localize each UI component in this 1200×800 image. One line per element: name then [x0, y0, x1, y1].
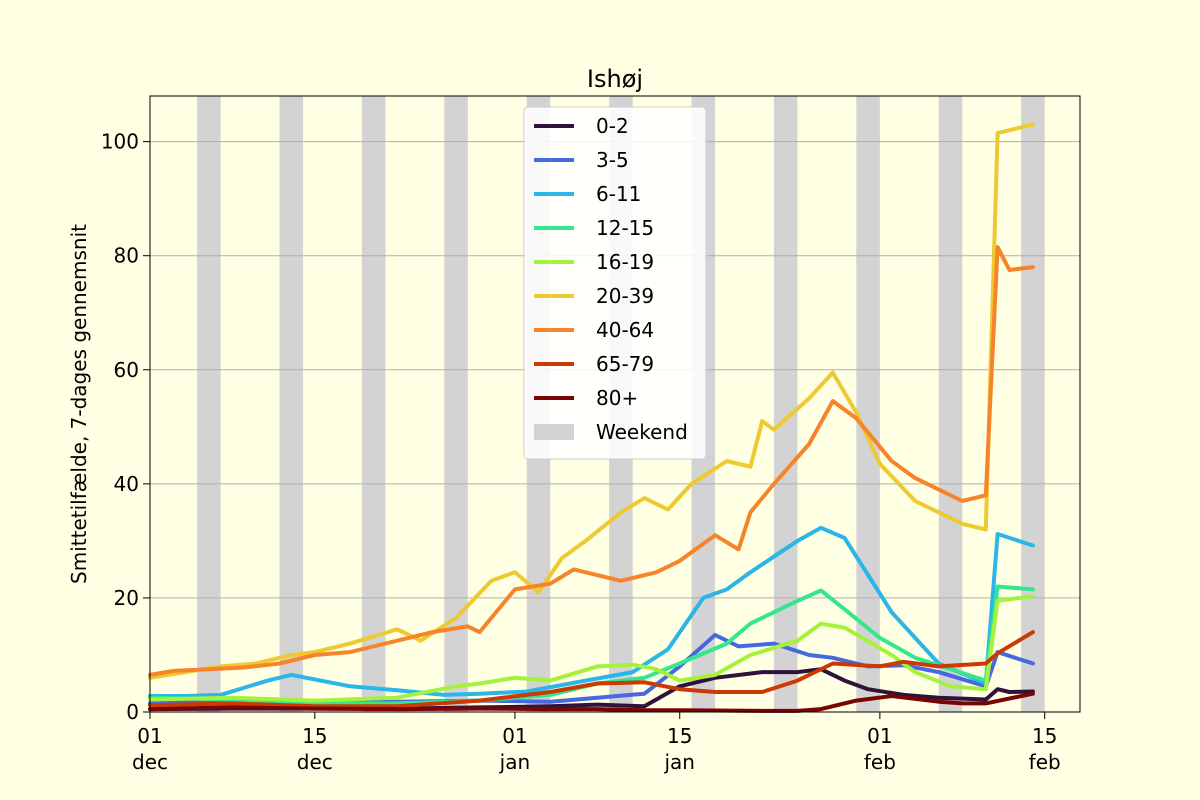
series-line-6-11: [148, 525, 1035, 698]
legend-label-80+: 80+: [596, 386, 638, 410]
legend-swatch-weekend: [534, 424, 574, 440]
xtick-label-4-1: feb: [864, 750, 896, 774]
weekend-band-10: [1021, 96, 1045, 712]
weekend-band-7: [773, 96, 798, 712]
legend-label-6-11: 6-11: [596, 182, 641, 206]
y-ticks: 0 20 40 60 80 100: [101, 130, 150, 724]
xtick-label-0-1: dec: [132, 750, 168, 774]
plot-frame: [149, 95, 1081, 713]
xtick-label-2-1: jan: [499, 750, 531, 774]
weekend-band-8: [856, 96, 880, 712]
legend-label-65-79: 65-79: [596, 352, 654, 376]
xtick-label-0-0: 01: [137, 724, 162, 748]
chart-title: Ishøj: [587, 65, 643, 93]
xtick-label-1-0: 15: [302, 724, 327, 748]
xtick-label-5-0: 15: [1032, 724, 1057, 748]
ytick-label-20: 20: [114, 586, 139, 610]
weekend-band-0: [197, 96, 221, 712]
weekend-band-9: [938, 96, 963, 712]
legend-label-weekend: Weekend: [596, 420, 688, 444]
series-line-65-79: [148, 630, 1035, 709]
weekend-band-2: [361, 96, 386, 712]
legend-label-3-5: 3-5: [596, 148, 629, 172]
ytick-label-40: 40: [114, 472, 139, 496]
y-axis-label: Smittetilfælde, 7-dages gennemsnit: [67, 224, 91, 584]
xtick-label-3-0: 15: [667, 724, 692, 748]
legend-label-0-2: 0-2: [596, 114, 629, 138]
legend-label-12-15: 12-15: [596, 216, 654, 240]
ytick-label-0: 0: [126, 700, 139, 724]
xtick-label-1-1: dec: [297, 750, 333, 774]
series-line-80+: [148, 691, 1035, 713]
legend-label-40-64: 40-64: [596, 318, 654, 342]
xtick-label-2-0: 01: [502, 724, 527, 748]
legend: 0-2 3-5 6-11 12-15 16-19 20-39 40-64 65-79 80+ We…: [523, 106, 707, 460]
xtick-label-5-1: feb: [1029, 750, 1061, 774]
xtick-label-4-0: 01: [867, 724, 892, 748]
series-line-16-19: [148, 594, 1035, 703]
series-lines: [148, 122, 1035, 713]
ytick-label-60: 60: [114, 358, 139, 382]
weekend-band-3: [444, 96, 468, 712]
legend-label-16-19: 16-19: [596, 250, 654, 274]
series-line-40-64: [148, 245, 1035, 677]
ytick-label-80: 80: [114, 244, 139, 268]
legend-label-20-39: 20-39: [596, 284, 654, 308]
ytick-label-100: 100: [101, 130, 139, 154]
xtick-label-3-1: jan: [663, 750, 695, 774]
weekend-band-1: [279, 96, 304, 712]
series-line-20-39: [148, 122, 1035, 680]
